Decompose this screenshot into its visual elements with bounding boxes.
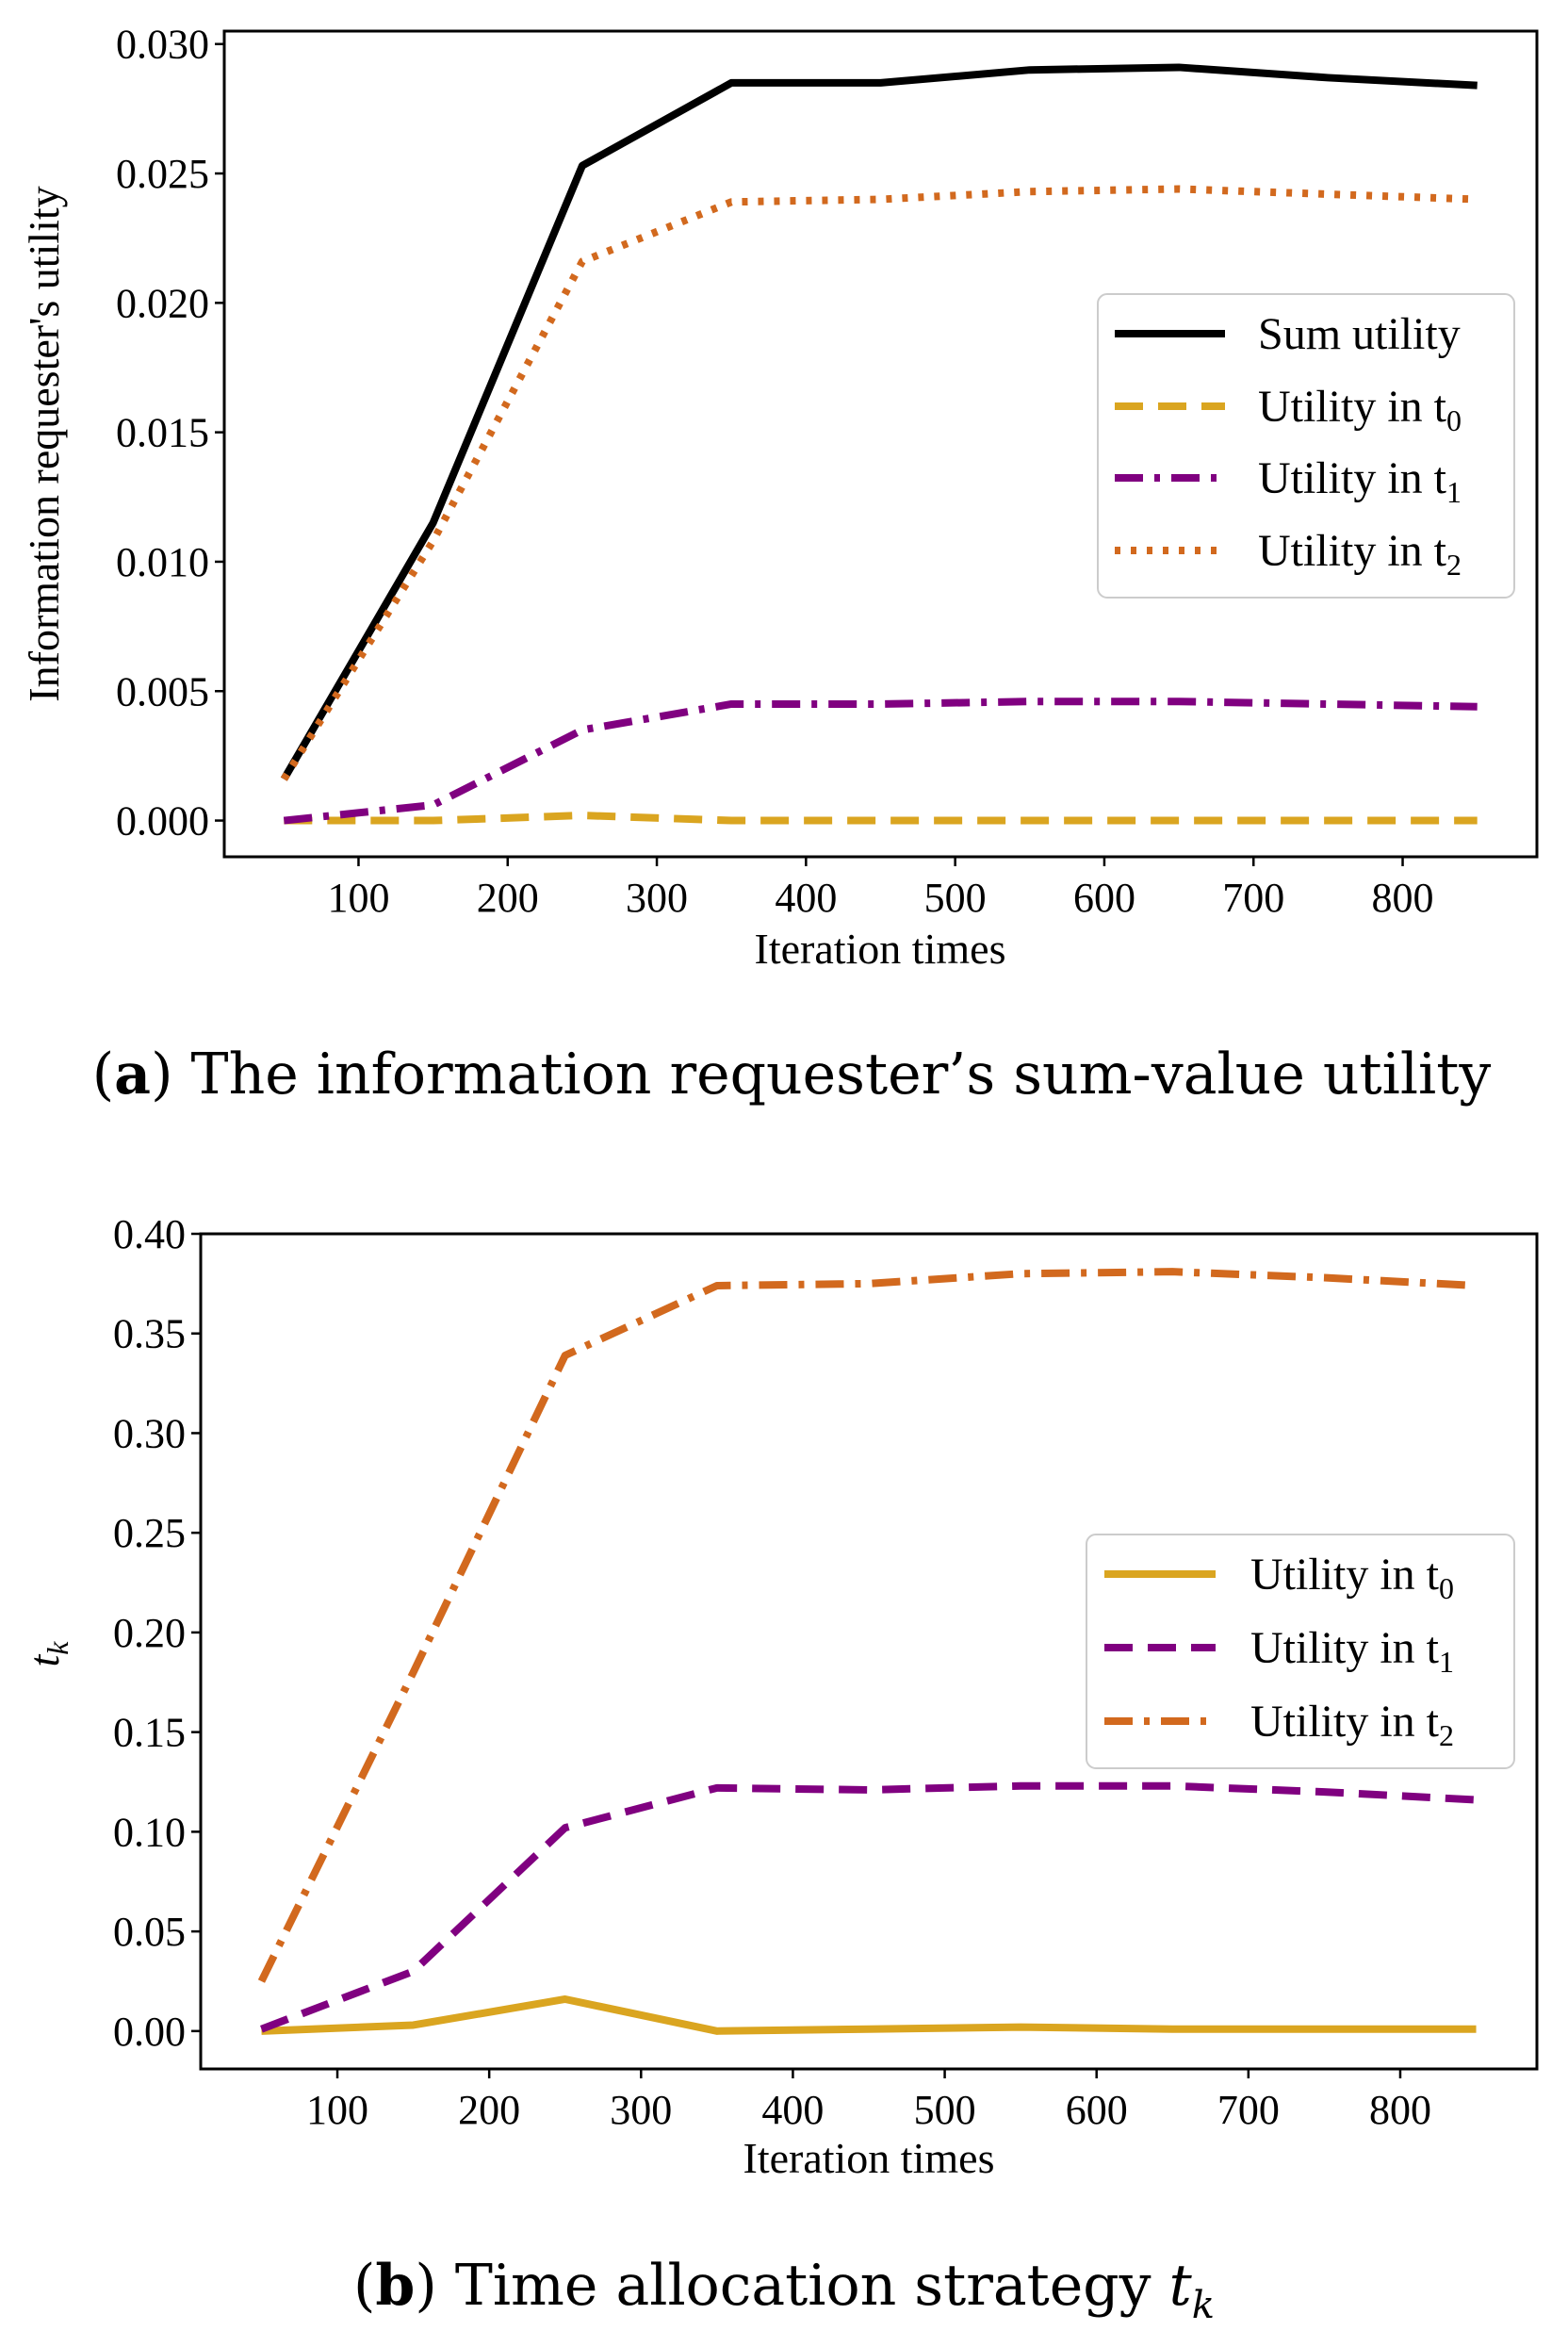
caption-b: (b) Time allocation strategy tk: [353, 2253, 1215, 2327]
series-line-2: [257, 1268, 1477, 1983]
series-line-1: [284, 812, 1478, 825]
x-axis: 100 200 300 400 500 600 700 800: [327, 857, 1434, 921]
y-axis: 0.000 0.005 0.010 0.015 0.020 0.025 0.030: [116, 22, 224, 845]
x-tick-label: 700: [1222, 875, 1284, 921]
series-lines: [257, 1268, 1477, 2035]
x-tick-label: 500: [924, 875, 987, 921]
legend-item: Utility in t2: [1104, 1697, 1454, 1752]
y-tick-label: 0.30: [113, 1410, 186, 1456]
x-axis: 100 200 300 400 500 600 700 800: [306, 2069, 1431, 2133]
y-axis-label: tk: [20, 1641, 74, 1667]
series-line-0: [280, 63, 1478, 781]
legend-label: Utility in t2: [1258, 526, 1462, 582]
y-tick-label: 0.000: [116, 798, 209, 845]
y-tick-label: 0.030: [116, 22, 209, 68]
y-axis-label: Information requester's utility: [20, 186, 68, 701]
chart-panel-b: 0.00 0.05 0.10 0.15 0.20 0.25 0.30 0.35 0.40 100…: [20, 1211, 1539, 2327]
x-tick-label: 200: [477, 875, 539, 921]
y-tick-label: 0.005: [116, 668, 209, 714]
legend-item: Sum utility: [1115, 309, 1461, 359]
legend-label: Utility in t2: [1250, 1697, 1454, 1752]
x-axis-label: Iteration times: [755, 925, 1006, 973]
y-tick-label: 0.05: [113, 1909, 186, 1955]
y-tick-label: 0.20: [113, 1610, 186, 1656]
legend-item: Utility in t0: [1104, 1550, 1454, 1605]
series-line-2: [283, 698, 1478, 825]
x-tick-label: 400: [775, 875, 837, 921]
y-tick-label: 0.40: [113, 1211, 186, 1257]
y-tick-label: 0.015: [116, 410, 209, 456]
x-tick-label: 100: [306, 2087, 368, 2133]
y-tick-label: 0.25: [113, 1510, 186, 1556]
x-tick-label: 500: [914, 2087, 976, 2133]
series-line-0: [261, 1994, 1477, 2035]
legend-label: Utility in t0: [1258, 382, 1462, 437]
y-tick-label: 0.00: [113, 2009, 186, 2055]
plot-frame: [222, 29, 1539, 859]
x-tick-label: 800: [1369, 2087, 1431, 2133]
x-tick-label: 600: [1073, 875, 1135, 921]
caption-a: (a) The information requester’s sum-valu…: [92, 1042, 1492, 1108]
x-axis-label: Iteration times: [743, 2134, 995, 2182]
y-tick-label: 0.025: [116, 151, 209, 197]
y-tick-label: 0.10: [113, 1809, 186, 1855]
legend-label: Utility in t1: [1250, 1623, 1454, 1679]
series-line-3: [280, 185, 1478, 781]
legend-label: Utility in t1: [1258, 453, 1462, 509]
x-tick-label: 200: [458, 2087, 520, 2133]
legend-item: Utility in t2: [1115, 526, 1462, 582]
y-axis: 0.00 0.05 0.10 0.15 0.20 0.25 0.30 0.35 0.40: [113, 1211, 201, 2055]
plot-frame: [199, 1232, 1539, 2071]
y-tick-label: 0.15: [113, 1710, 186, 1756]
x-tick-label: 800: [1372, 875, 1434, 921]
x-tick-label: 100: [327, 875, 389, 921]
legend: Utility in t0 Utility in t1 Utility in t…: [1086, 1534, 1515, 1769]
y-tick-label: 0.35: [113, 1311, 186, 1357]
x-tick-label: 300: [626, 875, 688, 921]
legend-box: [1086, 1534, 1515, 1769]
legend-item: Utility in t1: [1104, 1623, 1454, 1679]
y-tick-label: 0.020: [116, 280, 209, 326]
legend-label: Sum utility: [1258, 309, 1461, 359]
legend-box: [1097, 293, 1515, 599]
legend: Sum utility Utility in t0 Utility in t1 …: [1097, 293, 1515, 599]
legend-item: Utility in t0: [1115, 382, 1462, 437]
legend-label: Utility in t0: [1250, 1550, 1454, 1605]
legend-item: Utility in t1: [1115, 453, 1462, 509]
y-tick-label: 0.010: [116, 539, 209, 585]
x-tick-label: 400: [761, 2087, 824, 2133]
x-tick-label: 700: [1217, 2087, 1280, 2133]
x-tick-label: 600: [1066, 2087, 1128, 2133]
x-tick-label: 300: [610, 2087, 672, 2133]
chart-panel-a: 0.000 0.005 0.010 0.015 0.020 0.025 0.030 100 2…: [20, 22, 1539, 1108]
series-lines: [280, 63, 1478, 825]
series-line-1: [260, 1781, 1477, 2033]
